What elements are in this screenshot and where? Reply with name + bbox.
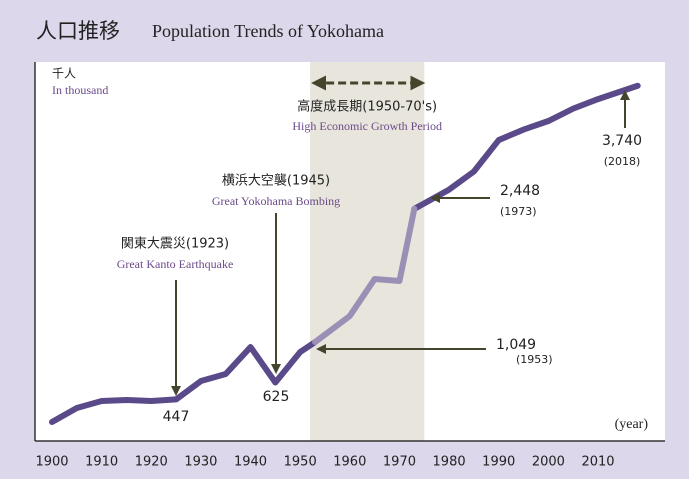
band-label-ja: 高度成長期(1950-70's) [297,99,437,115]
population-line [312,205,418,346]
x-tick-label: 1980 [433,455,466,470]
event-label-en: Great Kanto Earthquake [117,257,234,271]
value-year: (1973) [500,205,537,218]
population-line [49,82,641,425]
unit-ja: 千人 [52,67,76,81]
unit-en: In thousand [52,83,108,97]
x-tick-label: 2000 [532,455,565,470]
value-year: (1953) [516,353,553,366]
x-tick-label: 1990 [482,455,515,470]
event-label-ja: 横浜大空襲(1945) [222,173,330,189]
value-label: 2,448 [500,183,540,199]
band-label-en: High Economic Growth Period [292,119,442,133]
x-axis-label: (year) [615,417,649,432]
value-label: 1,049 [496,337,536,353]
value-year: (2018) [604,155,641,168]
x-tick-label: 1930 [184,455,217,470]
title-en: Population Trends of Yokohama [152,21,384,41]
value-label: 625 [263,389,290,405]
x-tick-label: 1940 [234,455,267,470]
event-label-en: Great Yokohama Bombing [212,194,340,208]
x-tick-label: 1970 [383,455,416,470]
x-tick-label: 1950 [284,455,317,470]
value-label: 3,740 [602,133,642,149]
value-label: 447 [163,409,190,425]
x-tick-label: 1920 [135,455,168,470]
title-ja: 人口推移 [36,19,120,43]
x-tick-label: 1960 [333,455,366,470]
event-label-ja: 関東大震災(1923) [121,236,229,252]
x-tick-label: 1910 [85,455,118,470]
x-tick-label: 2010 [581,455,614,470]
x-tick-label: 1900 [35,455,68,470]
